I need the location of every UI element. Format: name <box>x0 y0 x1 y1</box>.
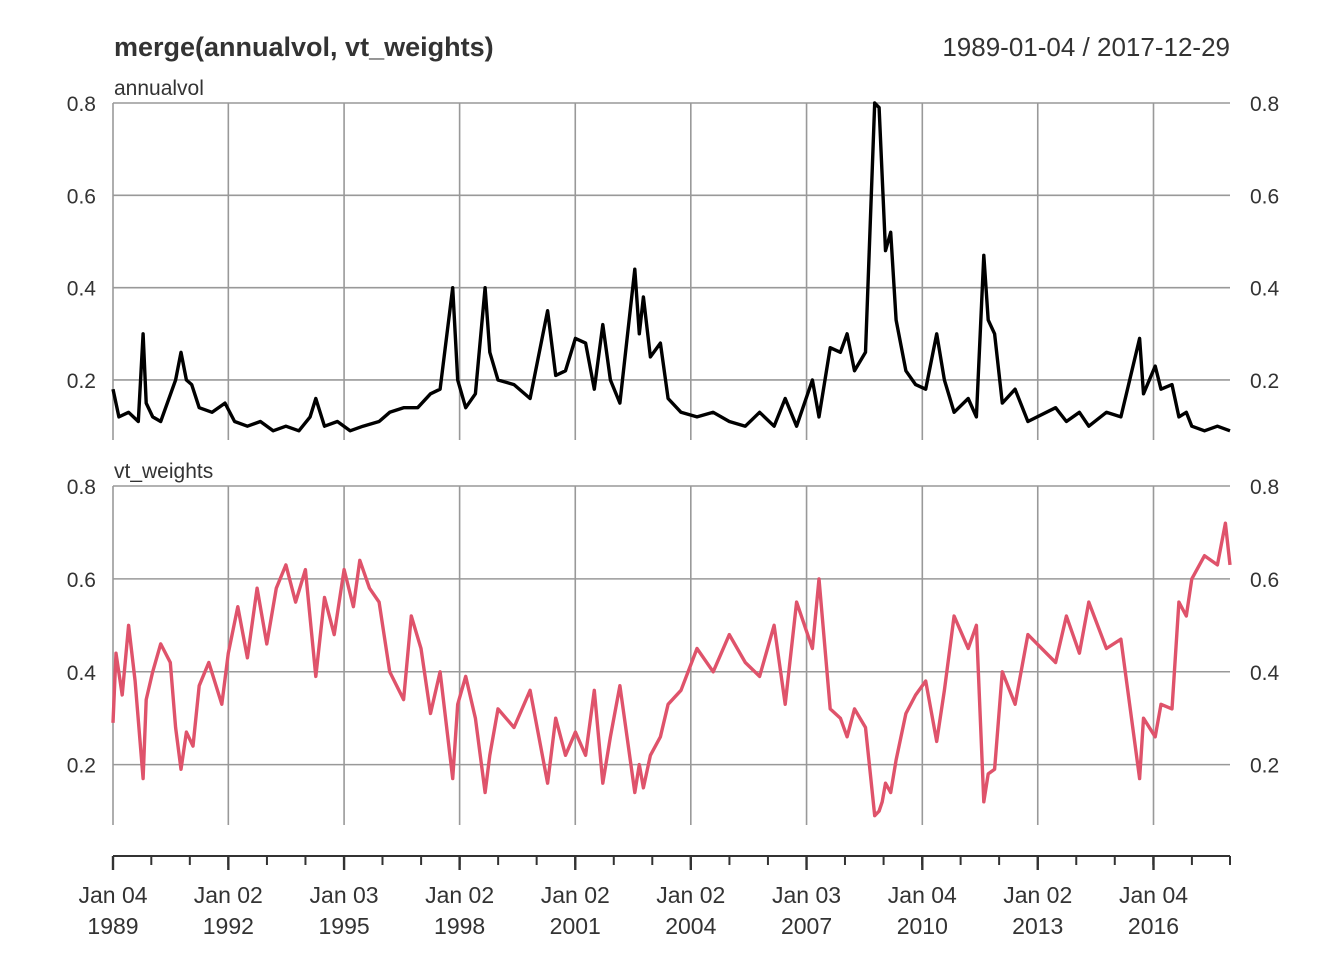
y-tick-label-right: 0.8 <box>1250 476 1279 499</box>
y-tick-label-left: 0.4 <box>67 278 97 301</box>
x-tick-year: 1992 <box>203 913 254 939</box>
x-tick-label: Jan 02 <box>541 882 610 908</box>
y-tick-label-right: 0.8 <box>1250 93 1279 116</box>
vt-weights-panel-label: vt_weights <box>114 460 213 483</box>
chart-title: merge(annualvol, vt_weights) <box>114 32 494 62</box>
x-tick-year: 1995 <box>318 913 369 939</box>
x-tick-label: Jan 02 <box>194 882 263 908</box>
x-tick-year: 2001 <box>550 913 601 939</box>
x-axis: Jan 04 1989 Jan 02 1992 Jan 03 1995 Jan 02 1998… <box>78 855 1231 939</box>
y-tick-label-right: 0.2 <box>1250 370 1279 393</box>
y-tick-label-right: 0.4 <box>1250 278 1280 301</box>
y-tick-label-left: 0.4 <box>67 662 97 685</box>
x-tick-year: 1989 <box>87 913 138 939</box>
date-range: 1989-01-04 / 2017-12-29 <box>942 32 1230 62</box>
annualvol-panel: annualvol 0.2 0.2 0.4 0.4 0.6 0.6 0.8 0.8 <box>67 77 1280 440</box>
x-tick-label: Jan 03 <box>310 882 379 908</box>
x-tick-year: 2007 <box>781 913 832 939</box>
y-tick-label-left: 0.8 <box>67 476 96 499</box>
y-tick-label-right: 0.6 <box>1250 185 1279 208</box>
y-tick-label-left: 0.6 <box>67 569 96 592</box>
annualvol-line <box>111 101 1231 433</box>
y-tick-label-left: 0.8 <box>67 93 96 116</box>
x-tick-year: 1998 <box>434 913 485 939</box>
vt-weights-line <box>111 521 1232 818</box>
x-tick-label: Jan 04 <box>888 882 957 908</box>
x-tick-label: Jan 02 <box>1003 882 1072 908</box>
x-tick-year: 2013 <box>1012 913 1063 939</box>
vt-weights-panel: vt_weights 0.2 0.2 0.4 0.4 0.6 0.6 0.8 0.8 <box>67 460 1280 825</box>
x-tick-year: 2010 <box>897 913 948 939</box>
y-tick-label-left: 0.6 <box>67 185 96 208</box>
x-tick-label: Jan 02 <box>425 882 494 908</box>
x-tick-label: Jan 04 <box>78 882 147 908</box>
y-tick-label-right: 0.2 <box>1250 755 1279 778</box>
x-tick-year: 2004 <box>665 913 716 939</box>
x-tick-label: Jan 02 <box>656 882 725 908</box>
y-tick-label-right: 0.4 <box>1250 662 1280 685</box>
y-tick-label-left: 0.2 <box>67 755 96 778</box>
x-tick-label: Jan 04 <box>1119 882 1188 908</box>
x-tick-year: 2016 <box>1128 913 1179 939</box>
annualvol-panel-label: annualvol <box>114 77 204 100</box>
x-tick-label: Jan 03 <box>772 882 841 908</box>
y-tick-label-right: 0.6 <box>1250 569 1279 592</box>
y-tick-label-left: 0.2 <box>67 370 96 393</box>
